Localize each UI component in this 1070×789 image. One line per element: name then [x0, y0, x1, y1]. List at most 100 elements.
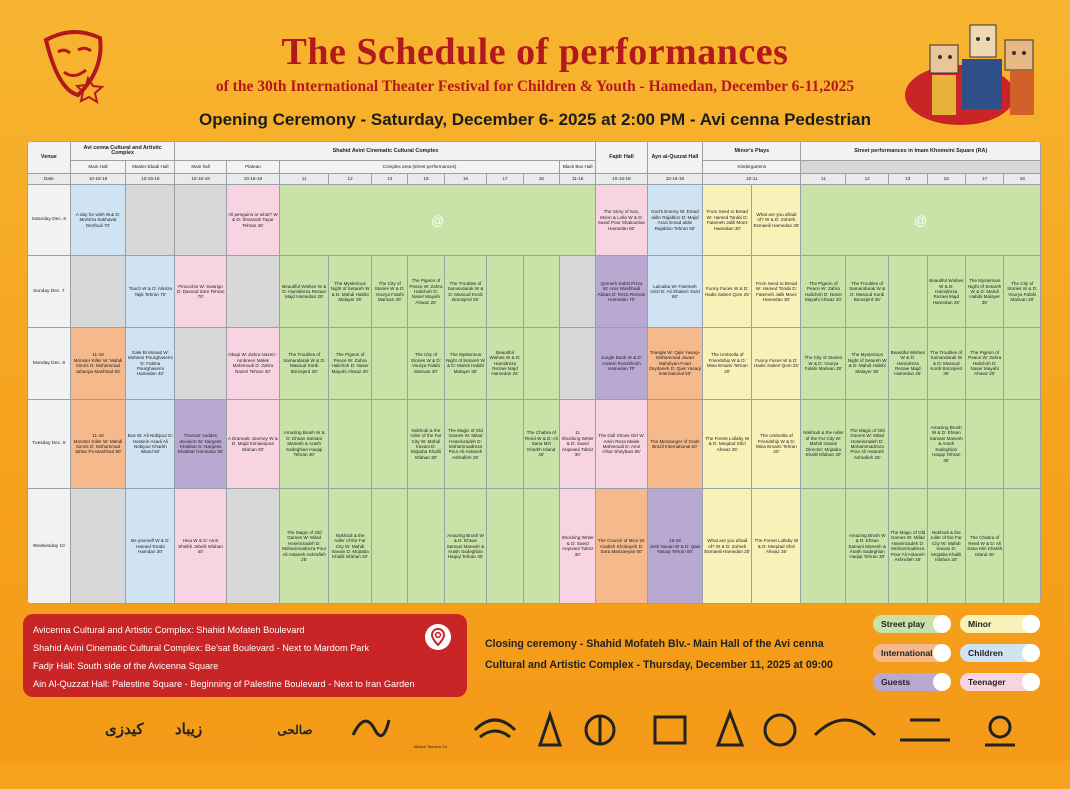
performance-cell: The Magic of Old Games W: Milad Hoseinza…	[845, 398, 890, 490]
governorate-logo-icon	[900, 718, 950, 742]
municipality-logo-icon	[653, 715, 687, 745]
performance-cell: Nokhodi & the ruller of the Far City W: …	[407, 398, 445, 490]
legend-international: International	[873, 644, 951, 662]
performance-cell: Pinocchio W: Swarigo D: Davood Zare Tehr…	[174, 255, 227, 328]
sub-kindergartens: Kindergartens	[702, 160, 802, 174]
time-slot: 18	[1003, 172, 1041, 185]
venue-address: Ain Al-Quzzat Hall: Palestine Square - B…	[33, 679, 415, 689]
venue-address: Shahid Avini Cinematic Cultural Complex:…	[33, 643, 370, 653]
time-slot: 10-16-18	[69, 172, 127, 185]
day-label: Saturday Dec. 6	[27, 183, 71, 257]
time-slot: 13	[888, 172, 928, 185]
performance-cell: The Chabra of Reed W & D: Ali Sana Miri …	[522, 398, 560, 490]
performance-cell: Nokhodi & the ruller of the Far City W: …	[328, 488, 372, 604]
day-label: Tuesday Dec. 9	[27, 398, 71, 490]
performance-cell: Amazing Brush W & D: Ehsan Samani Manesh…	[279, 398, 330, 490]
street-play-block: @	[279, 183, 597, 257]
spiral-icon	[933, 673, 951, 691]
performance-cell: Thomas' sudden decision W: Nargess Khakb…	[174, 398, 227, 490]
performance-cell: The Doll Shoes Girl W: Amin Reza Malek M…	[595, 398, 648, 490]
sub-complex-area: Complex area (street performances)	[279, 160, 560, 174]
legend-label: Guests	[881, 677, 911, 687]
performance-cell: Beautiful Wishes W & D: Hamidreza Rezaei…	[279, 255, 330, 328]
legend-children: Children	[960, 644, 1040, 662]
spiral-icon	[933, 615, 951, 633]
empty-cell	[522, 255, 560, 328]
kidzy-logo: کیدزی	[105, 721, 144, 738]
row-saturday: Saturday Dec. 6 A day for wish W.& D: Mo…	[27, 183, 1041, 257]
performance-cell: The Story of Sun, Moon & Lolla W & D: Sa…	[595, 183, 648, 257]
theater-mask-icon	[43, 30, 105, 105]
performance-cell: 11-18 Monster Killer W: Mahdi Simris D: M…	[69, 398, 127, 490]
salehi-logo: صالحی	[277, 723, 313, 737]
empty-cell	[888, 255, 928, 328]
performance-cell: The Mysterious Night of Setareh W & D: M…	[328, 255, 372, 328]
performance-cell: 11 Shocking Writer & D: Saeid Arqavani Ta…	[558, 398, 597, 490]
header-shahid-avini: Shahid Avini Cinematic Cultural Complex	[174, 141, 597, 162]
empty-cell	[1003, 398, 1041, 490]
time-slot: 12	[328, 172, 372, 185]
performance-cell: Okapi W: Zahra Nazeri - Ambreen Malek Ma…	[225, 326, 281, 400]
performance-cell: Amazing Brush W & D: Ehsan Samani Manesh…	[845, 488, 890, 604]
performance-cell: The Mysterious Night of Setareh W & D: M…	[964, 255, 1005, 328]
time-slot: 11-16	[558, 172, 597, 185]
performance-cell: The City of Stories W & D: Vourya Falahi…	[1003, 255, 1041, 328]
spiral-icon	[1022, 644, 1040, 662]
empty-cell	[407, 488, 445, 604]
calligraphy-logo-icon	[351, 719, 391, 738]
hamedan-logo-icon	[813, 718, 877, 737]
performance-cell: Beautiful Wishes W & D: Hamidreza Rezaei…	[486, 326, 524, 400]
empty-cell	[522, 488, 560, 604]
performance-cell: The Pigeon of Peace W: Zahra Halichoh D:…	[800, 255, 847, 328]
performance-time: 11-18	[92, 352, 104, 358]
performance-cell: The Magic of Old Games W: Milad Hoseinza…	[443, 398, 488, 490]
spiral-icon: @	[431, 212, 445, 228]
time-slot: 10-16-18	[595, 172, 648, 185]
children-illustration-icon	[905, 24, 1034, 125]
header-ayn-al-quzzat: Ayn al-Quzzat Hall	[646, 141, 704, 174]
performance-cell: Nokhodi & the ruller of the Far City W: …	[926, 488, 966, 604]
poster: The Schedule of performances of the 30th…	[0, 0, 1070, 761]
time-slot: 18	[522, 172, 560, 185]
performance-cell: Gale Bi Monad W: Mohsen Pourghasemi D: F…	[125, 326, 176, 400]
legend-label: Children	[968, 648, 1003, 658]
performance-cell: Nokhodi & the ruller of the Far City W: …	[800, 398, 847, 490]
header-venue: Venue	[27, 141, 71, 174]
performance-cell: The Chabra of Reed W & D: Ali Sana Miri …	[964, 488, 1005, 604]
empty-cell	[888, 398, 928, 490]
empty-cell	[328, 398, 372, 490]
performance-cell: Triangle W: Qais Yasaqi-Mohammad Javad M…	[646, 326, 704, 400]
performance-cell: The Magic of Old Games W: Milad Hoseinza…	[279, 488, 330, 604]
page-title: The Schedule of performances	[281, 31, 789, 73]
empty-cell	[125, 183, 176, 257]
empty-cell	[174, 183, 227, 257]
row-monday: Monday Dec. 8 11-18 Monster Killer W: Mah…	[27, 326, 1041, 400]
page-subtitle: of the 30th International Theater Festiv…	[215, 78, 855, 95]
performance-cell: Funny Faces W & D: Hadis Saberi Qom 25'	[702, 255, 753, 328]
performance-cell: A day for wish W.& D: Morteza Sakhavat D…	[69, 183, 127, 257]
performance-cell: Jungle Book W & D: Hosein Roozkhosh Hame…	[595, 326, 648, 400]
performance-cell: What are you afraid of? W & D: Zohreh Es…	[751, 183, 802, 257]
empty-cell	[370, 398, 409, 490]
legend-minor: Minor	[960, 615, 1040, 633]
performance-cell: 11-18 Monster Killer W: Mahdi Simris D: M…	[69, 326, 127, 400]
header-minor: Minor's Plays	[702, 141, 802, 162]
alisadr-logo: Alisadr Tourism Co.	[413, 744, 449, 749]
performance-cell: From Seed to Bread W: Hamed Torabi D: Fa…	[702, 183, 753, 257]
empty-cell	[1003, 488, 1041, 604]
time-slot: 10-16-18	[125, 172, 176, 185]
empty-cell	[800, 488, 847, 604]
performance-detail: Monster Killer W: Mahdi Simris D: Mohamm…	[73, 438, 123, 455]
performance-cell: Amazing Brush W & D: Ehsan Samani Manesh…	[443, 488, 488, 604]
performance-cell: Funny Faces W & D: Hadis Saberi Qom 25'	[751, 326, 802, 400]
venue-address: Fadjr Hall: South side of the Avicenna S…	[33, 661, 219, 671]
time-slot: 10-16-18	[646, 172, 704, 185]
performance-cell: The Mysterious Night of Setareh W & D: M…	[443, 326, 488, 400]
spiral-icon	[933, 644, 951, 662]
day-label: Sunday Dec. 7	[27, 255, 71, 328]
sub-plateau: Plateau	[225, 160, 281, 174]
culture-ministry-logo-icon	[985, 715, 1015, 747]
time-slot: 17	[964, 172, 1005, 185]
header-fajr: Fajdr Hall	[595, 141, 648, 174]
performance-cell: The Umbrella of Friendship W & D: Mina E…	[702, 326, 753, 400]
